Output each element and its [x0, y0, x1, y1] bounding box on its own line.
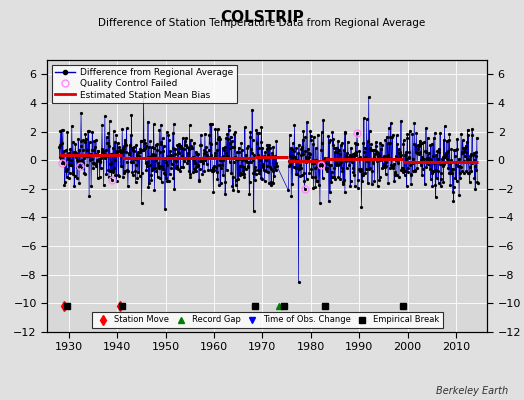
Legend: Station Move, Record Gap, Time of Obs. Change, Empirical Break: Station Move, Record Gap, Time of Obs. C… — [92, 312, 443, 328]
Text: COLSTRIP: COLSTRIP — [220, 10, 304, 25]
Text: Berkeley Earth: Berkeley Earth — [436, 386, 508, 396]
Text: Difference of Station Temperature Data from Regional Average: Difference of Station Temperature Data f… — [99, 18, 425, 28]
